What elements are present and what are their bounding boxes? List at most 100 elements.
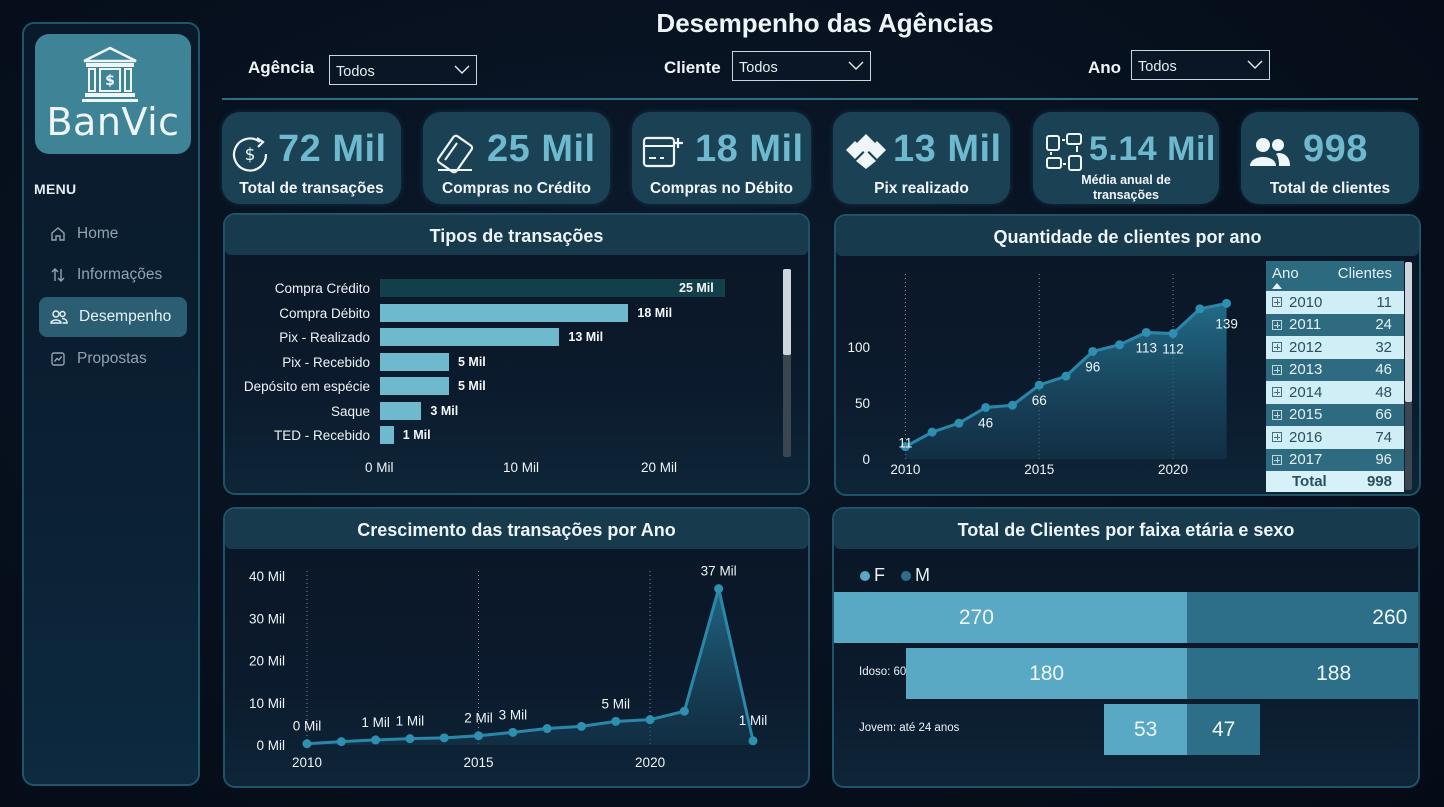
table-row[interactable]: 2013 46 [1266,358,1404,381]
scrollbar-thumb[interactable] [783,269,791,355]
logo[interactable]: $ BanVic [35,34,191,154]
table-row[interactable]: 2017 96 [1266,448,1404,471]
page-title: Desempenho das Agências [656,8,994,38]
data-point [981,402,991,412]
expand-icon[interactable] [1272,319,1282,330]
panel-title: Total de Clientes por faixa etária e sex… [834,509,1418,549]
point-label: 139 [1215,316,1238,331]
cell-clientes: 66 [1375,406,1392,424]
bar-value-label: 5 Mil [458,379,486,393]
table-row[interactable]: 2011 24 [1266,313,1404,336]
expand-icon[interactable] [1272,342,1282,353]
column-header-ano[interactable]: Ano [1266,265,1336,289]
data-point [336,737,346,747]
point-label: 5 Mil [602,696,631,711]
expand-icon[interactable] [1272,364,1282,375]
bar [380,377,449,395]
y-tick-label: 30 Mil [249,611,285,626]
transfer-icon [1046,133,1082,171]
kpi-card-total-clientes: 998 Total de clientes [1241,112,1419,204]
sidebar-item-informacoes[interactable]: Informações [39,255,187,295]
x-tick-label: 2010 [890,462,920,477]
table-row[interactable]: 2012 32 [1266,336,1404,359]
filter-label-ano: Ano [1088,58,1122,77]
series-line [306,588,755,746]
cell-ano: 2010 [1266,294,1336,311]
bar-category-label: TED - Recebido [273,428,370,443]
bar-male: 260 [1187,592,1418,643]
bar [380,279,725,297]
legend-label-f: F [874,565,885,585]
point-label: 1 Mil [739,713,768,728]
bar-category-label: Pix - Recebido [282,354,370,370]
ano-dropdown[interactable]: Todos [1131,50,1270,80]
cell-ano: 2017 [1266,451,1336,468]
legend-swatch-f [860,570,870,581]
data-point [611,716,621,726]
sidebar-item-label: Propostas [77,350,147,367]
x-tick-label: 0 Mil [365,460,394,475]
sidebar-item-home[interactable]: Home [39,214,187,254]
table-row[interactable]: 2010 11 [1266,291,1404,314]
cell-ano: 2015 [1266,406,1336,423]
data-point [1061,371,1071,381]
agencia-dropdown[interactable]: Todos [329,55,477,85]
bar-category-label: Compra Crédito [274,281,370,296]
point-label: 11 [898,436,912,451]
column-header-clientes[interactable]: Clientes [1337,265,1392,282]
point-label: 2 Mil [464,711,493,726]
home-icon [51,227,65,241]
data-point [748,736,758,746]
table-row[interactable]: 2016 74 [1266,426,1404,449]
expand-icon[interactable] [1272,454,1282,465]
cliente-dropdown[interactable]: Todos [732,51,871,81]
credit-card-icon [436,134,474,174]
data-point [954,418,964,428]
scrollbar[interactable] [783,269,791,457]
table-scrollbar[interactable] [1405,262,1412,490]
expand-icon[interactable] [1272,432,1282,443]
panel-tipos-transacoes: Tipos de transações Compra Crédito 25 Mil… [223,213,810,495]
svg-text:$: $ [105,73,115,89]
y-tick-label: 0 [862,452,870,467]
panel-faixa-etaria-sexo: Total de Clientes por faixa etária e sex… [832,507,1420,788]
cell-text: 2016 [1289,428,1323,446]
table-row[interactable]: 2014 48 [1266,381,1404,404]
area-fill [307,588,753,745]
agencia-dropdown-value: Todos [336,64,375,80]
bar-female: 270 [834,592,1187,643]
cell-text: 2012 [1289,338,1323,356]
y-tick-label: 0 Mil [256,738,285,753]
logo-text: BanVic [46,100,180,144]
total-label: Total [1292,473,1327,490]
kpi-card-compras-debito: 18 Mil Compras no Débito [632,112,811,204]
expand-icon[interactable] [1272,387,1282,398]
panel-title: Crescimento das transações por Ano [225,509,808,549]
point-label: 112 [1162,342,1184,357]
expand-icon[interactable] [1272,409,1282,420]
y-tick-label: 40 Mil [249,569,285,584]
cell-text: 2010 [1289,293,1323,311]
total-value: 998 [1366,473,1392,490]
kpi-card-media-anual: 5.14 Mil Média anual de transações [1033,112,1219,204]
cell-ano: 2011 [1266,316,1336,333]
cell-text: 2017 [1289,451,1323,469]
cell-clientes: 96 [1375,451,1392,469]
bar-category-label: Depósito em espécie [243,379,370,394]
expand-icon[interactable] [1272,297,1282,308]
users-icon [1250,138,1290,166]
data-point [1034,380,1044,390]
clientes-table: Ano Clientes 2010 11 2011 24 2012 32 2013 46 201… [1266,261,1404,492]
cliente-dropdown-value: Todos [739,60,778,76]
panel-clientes-por-ano: Quantidade de clientes por ano 11 46 66 96 1… [834,214,1421,496]
scrollbar-thumb[interactable] [1405,262,1412,402]
data-point [927,427,937,437]
cell-clientes: 74 [1375,428,1392,446]
table-row[interactable]: 2015 66 [1266,403,1404,426]
svg-text:$: $ [245,145,256,165]
sidebar-item-propostas[interactable]: Propostas [39,339,187,379]
kpi-label: Compras no Crédito [442,180,591,197]
kpi-label: Média anual de transações [1081,173,1171,202]
bar-value-label: 25 Mil [679,281,714,295]
sidebar-item-desempenho[interactable]: Desempenho [39,297,187,337]
